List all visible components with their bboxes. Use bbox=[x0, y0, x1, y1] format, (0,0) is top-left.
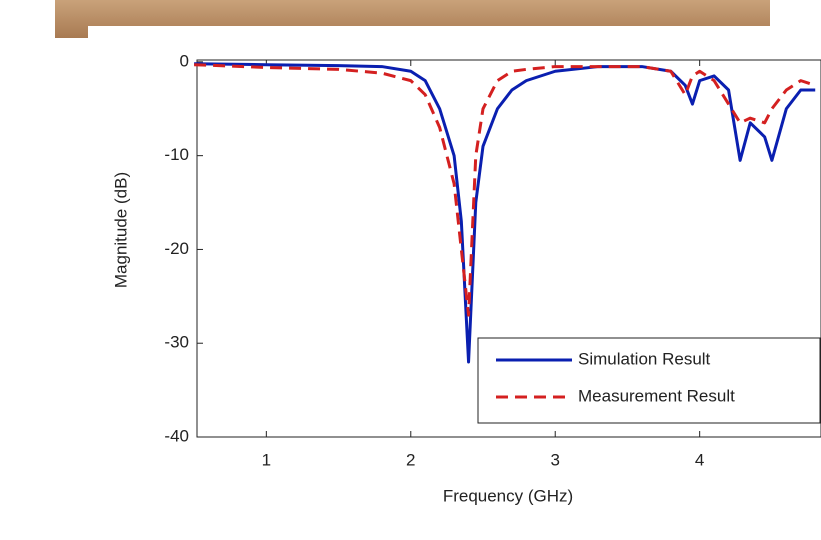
series-line bbox=[194, 63, 816, 317]
y-tick-label: 0 bbox=[180, 51, 189, 70]
x-tick-label: 2 bbox=[406, 450, 415, 469]
photo-edge bbox=[88, 26, 770, 40]
x-tick-label: 1 bbox=[262, 450, 271, 469]
series-line bbox=[194, 62, 816, 364]
x-tick-label: 4 bbox=[695, 450, 704, 469]
y-axis-label: Magnitude (dB) bbox=[111, 172, 130, 288]
y-tick-label: -20 bbox=[164, 239, 189, 258]
x-tick-label: 3 bbox=[550, 450, 559, 469]
y-tick-label: -30 bbox=[164, 333, 189, 352]
legend-label: Simulation Result bbox=[578, 349, 711, 368]
legend-label: Measurement Result bbox=[578, 386, 735, 405]
x-axis-label: Frequency (GHz) bbox=[443, 486, 573, 505]
y-tick-label: -40 bbox=[164, 426, 189, 445]
legend-box bbox=[477, 337, 821, 424]
y-tick-label: -10 bbox=[164, 145, 189, 164]
